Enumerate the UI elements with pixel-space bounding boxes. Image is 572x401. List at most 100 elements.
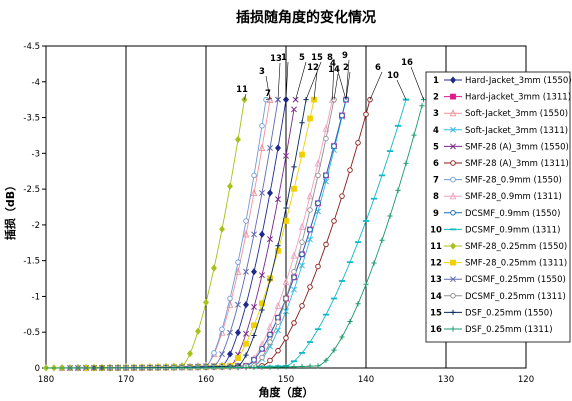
legend-label: Soft-Jacket_3mm (1311) — [465, 126, 568, 136]
data-point — [314, 159, 322, 167]
callout-leader-8 — [332, 61, 335, 100]
y-tick-label: -3 — [32, 149, 40, 159]
callout-leader-12 — [313, 71, 318, 100]
data-point — [243, 352, 249, 358]
data-point — [339, 334, 345, 340]
data-point — [339, 112, 345, 119]
data-point — [242, 230, 250, 238]
curve-label-8: 8 — [327, 53, 333, 63]
callout-leader-7 — [265, 97, 273, 100]
x-axis: 180 170 160 150 140 130 120 — [38, 375, 534, 385]
data-point — [450, 160, 456, 166]
data-point — [267, 331, 273, 338]
y-tick-label: -2.5 — [23, 185, 40, 195]
data-point — [450, 76, 456, 84]
data-point — [251, 268, 257, 276]
data-point — [323, 178, 329, 185]
callout-leader-2 — [345, 71, 351, 100]
data-point — [291, 164, 297, 170]
legend-label: DCSMF_0.9mm (1550) — [465, 209, 560, 219]
data-point — [322, 124, 330, 132]
series-line-16 — [46, 105, 423, 369]
data-point — [291, 268, 297, 275]
data-point — [411, 132, 417, 138]
data-point — [267, 145, 273, 151]
legend-number: 8 — [433, 192, 439, 202]
data-point — [187, 350, 193, 358]
data-point — [291, 286, 297, 293]
data-point — [243, 218, 249, 224]
legend-item-2: 2 Hard-jacket_3mm (1311) — [433, 93, 571, 103]
legend-number: 15 — [430, 308, 442, 318]
legend-number: 12 — [430, 259, 442, 269]
legend-label: SMF-28 (A)_3mm (1311) — [465, 159, 569, 169]
y-tick-label: -3.5 — [23, 114, 40, 124]
y-tick-label: -4.5 — [23, 42, 40, 52]
data-point — [274, 301, 282, 309]
data-point — [259, 230, 265, 238]
data-point — [282, 277, 290, 286]
legend-label: DCSMF_0.25mm (1550) — [465, 275, 566, 285]
curve-label-11: 11 — [236, 85, 248, 95]
data-point — [283, 335, 289, 341]
curve-label-14: 14 — [328, 65, 340, 75]
data-point — [450, 326, 456, 332]
data-point — [450, 210, 456, 216]
callout-leader-3 — [265, 75, 271, 100]
legend-item-7: 7 SMF-28_0.9mm (1550) — [433, 176, 562, 186]
callout-leader-1 — [285, 61, 289, 100]
legend: 1 Hard-Jacket_3mm (1550) 2 Hard-jacket_3mm … — [425, 71, 572, 343]
data-point — [283, 96, 289, 104]
legend-number: 14 — [430, 292, 442, 302]
data-point — [234, 267, 242, 275]
callout-leader-10 — [396, 79, 407, 100]
curve-label-13: 13 — [270, 54, 282, 64]
data-point — [266, 322, 274, 330]
data-point — [259, 354, 265, 361]
chart-title: 插损随角度的变化情况 — [236, 9, 376, 26]
legend-item-1: 1 Hard-Jacket_3mm (1550) — [433, 76, 572, 86]
y-tick-label: -4 — [32, 78, 40, 88]
data-point — [275, 327, 281, 334]
legend-item-13: 13 DCSMF_0.25mm (1550) — [430, 275, 566, 285]
legend-label: DCSMF_0.25mm (1311) — [465, 292, 566, 302]
legend-label: DSF_0.25mm (1311) — [465, 325, 553, 335]
curve-label-6: 6 — [375, 63, 381, 73]
legend-label: DSF_0.25mm (1550) — [465, 308, 553, 318]
data-point — [275, 96, 281, 103]
data-point — [299, 239, 305, 245]
data-point — [235, 364, 241, 371]
x-tick-label: 120 — [518, 375, 534, 385]
legend-item-12: 12 SMF-28_0.25mm (1311) — [430, 259, 567, 269]
data-point — [450, 276, 456, 283]
legend-box — [425, 71, 571, 343]
data-point — [306, 191, 314, 200]
legend-number: 7 — [433, 176, 439, 186]
curve-label-2: 2 — [343, 63, 349, 73]
legend-item-8: 8 SMF-28_0.9mm (1311) — [433, 192, 562, 202]
data-point — [195, 327, 201, 335]
legend-number: 10 — [430, 225, 442, 235]
legend-number: 4 — [433, 126, 439, 136]
legend-item-5: 5 SMF-28 (A)_3mm (1550) — [433, 142, 569, 152]
x-tick-label: 130 — [438, 375, 454, 385]
data-point — [259, 346, 265, 352]
data-point — [331, 143, 337, 149]
data-point — [291, 185, 297, 192]
data-point — [299, 120, 305, 126]
data-point — [299, 251, 305, 258]
data-point — [203, 298, 209, 306]
data-point — [275, 144, 281, 152]
data-point — [291, 320, 297, 326]
data-point — [291, 364, 297, 370]
data-point — [331, 347, 337, 353]
legend-number: 2 — [433, 93, 439, 103]
data-point — [299, 151, 305, 158]
data-point — [251, 303, 257, 310]
data-point — [219, 326, 225, 332]
data-point — [339, 193, 345, 199]
data-point — [251, 172, 257, 179]
y-tick-label: -1 — [32, 292, 40, 302]
data-point — [395, 187, 401, 193]
data-point — [323, 357, 329, 363]
